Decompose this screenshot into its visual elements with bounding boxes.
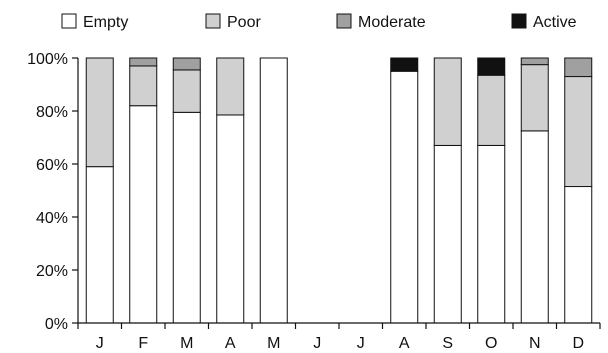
bar-segment-poor-10	[520, 64, 549, 132]
legend: Empty Poor Moderate Active	[61, 13, 577, 31]
y-tick-label-1: 20%	[36, 263, 68, 280]
bar-segment-empty-9	[477, 144, 506, 324]
y-tick-label-3: 60%	[36, 157, 68, 174]
legend-label-moderate: Moderate	[358, 14, 426, 31]
y-tick-label-4: 80%	[36, 104, 68, 121]
x-tick-label-10: N	[529, 335, 541, 352]
legend-label-active: Active	[533, 14, 577, 31]
axes: 0% 20% 40% 60% 80% 100% J F M A M J J A S O N D	[27, 51, 601, 352]
bar-segment-empty-2	[172, 111, 201, 324]
legend-swatch-poor	[205, 13, 221, 29]
bar-segment-moderate-11	[564, 57, 593, 78]
bar-segment-poor-8	[433, 57, 462, 146]
x-tick-label-6: J	[357, 335, 365, 352]
x-tick-label-0: J	[96, 335, 104, 352]
x-tick-label-11: D	[572, 335, 584, 352]
legend-label-poor: Poor	[227, 14, 261, 31]
legend-swatch-active	[511, 13, 527, 29]
bar-segment-moderate-10	[520, 57, 549, 66]
x-tick-label-2: M	[180, 335, 193, 352]
bar-segment-moderate-2	[172, 57, 201, 71]
y-tick-label-2: 40%	[36, 210, 68, 227]
x-tick-label-8: S	[442, 335, 453, 352]
x-tick-label-4: M	[267, 335, 280, 352]
bar-segment-empty-8	[433, 144, 462, 324]
bar-segment-empty-10	[520, 130, 549, 324]
x-tick-label-1: F	[138, 335, 148, 352]
legend-swatch-empty	[61, 13, 77, 29]
x-tick-label-9: O	[485, 335, 497, 352]
bar-segment-poor-9	[477, 74, 506, 146]
legend-label-empty: Empty	[83, 14, 128, 31]
legend-swatch-moderate	[336, 13, 352, 29]
bar-segment-empty-11	[564, 186, 593, 324]
bar-segment-empty-3	[216, 114, 245, 324]
x-tick-label-7: A	[399, 335, 410, 352]
x-tick-label-3: A	[225, 335, 236, 352]
y-tick-label-5: 100%	[27, 51, 68, 68]
bar-segment-moderate-1	[129, 57, 158, 67]
bar-segment-empty-7	[390, 70, 419, 324]
x-tick-label-5: J	[313, 335, 321, 352]
bar-segment-empty-0	[85, 166, 114, 324]
y-tick-label-0: 0%	[45, 316, 68, 333]
bar-segment-active-9	[477, 57, 506, 76]
bars	[85, 57, 593, 324]
bar-segment-poor-3	[216, 57, 245, 116]
bar-segment-poor-11	[564, 76, 593, 188]
bar-segment-poor-2	[172, 69, 201, 113]
bar-segment-poor-0	[85, 57, 114, 168]
bar-segment-active-7	[390, 57, 419, 72]
bar-segment-empty-4	[259, 57, 288, 324]
bar-segment-empty-1	[129, 105, 158, 324]
bar-segment-poor-1	[129, 65, 158, 107]
